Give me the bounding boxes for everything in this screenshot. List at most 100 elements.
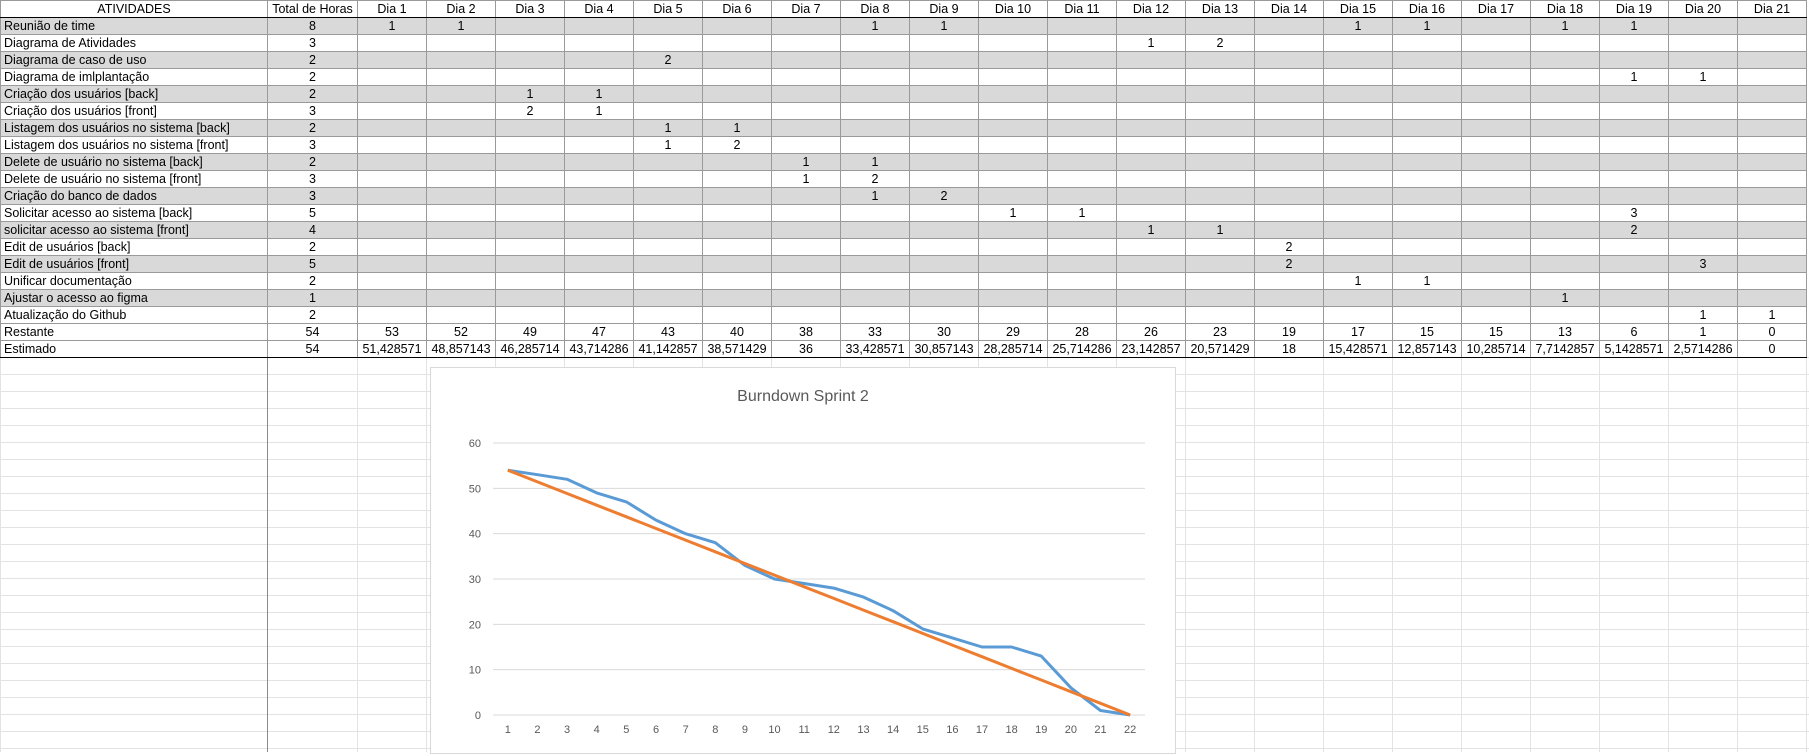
- day-cell[interactable]: [702, 204, 772, 222]
- day-cell[interactable]: 15: [1461, 323, 1531, 341]
- day-cell[interactable]: [1254, 204, 1324, 222]
- day-cell[interactable]: [978, 102, 1048, 120]
- day-cell[interactable]: [1323, 204, 1393, 222]
- day-cell[interactable]: [357, 136, 427, 154]
- day-cell[interactable]: [357, 34, 427, 52]
- activity-name-cell[interactable]: Estimado: [0, 340, 268, 358]
- day-cell[interactable]: [909, 136, 979, 154]
- header-cell[interactable]: Dia 12: [1116, 0, 1186, 18]
- day-cell[interactable]: [633, 170, 703, 188]
- day-cell[interactable]: [1254, 136, 1324, 154]
- day-cell[interactable]: [1392, 34, 1462, 52]
- day-cell[interactable]: [1116, 153, 1186, 171]
- day-cell[interactable]: [357, 221, 427, 239]
- header-cell[interactable]: Dia 8: [840, 0, 910, 18]
- day-cell[interactable]: [1461, 153, 1531, 171]
- activity-name-cell[interactable]: Delete de usuário no sistema [back]: [0, 153, 268, 171]
- day-cell[interactable]: [1116, 255, 1186, 273]
- day-cell[interactable]: 1: [1668, 306, 1738, 324]
- day-cell[interactable]: 1: [1047, 204, 1117, 222]
- day-cell[interactable]: [426, 34, 496, 52]
- day-cell[interactable]: [426, 136, 496, 154]
- total-hours-cell[interactable]: 3: [267, 170, 358, 188]
- day-cell[interactable]: 2,5714286: [1668, 340, 1738, 358]
- header-cell[interactable]: Dia 9: [909, 0, 979, 18]
- activity-name-cell[interactable]: Edit de usuários [front]: [0, 255, 268, 273]
- day-cell[interactable]: [1668, 102, 1738, 120]
- day-cell[interactable]: [1185, 68, 1255, 86]
- day-cell[interactable]: [1392, 85, 1462, 103]
- day-cell[interactable]: [1737, 68, 1807, 86]
- day-cell[interactable]: [633, 204, 703, 222]
- day-cell[interactable]: [1599, 85, 1669, 103]
- day-cell[interactable]: 1: [426, 17, 496, 35]
- activity-name-cell[interactable]: Criação dos usuários [back]: [0, 85, 268, 103]
- day-cell[interactable]: [1047, 221, 1117, 239]
- day-cell[interactable]: 1: [771, 170, 841, 188]
- total-hours-cell[interactable]: 2: [267, 306, 358, 324]
- header-cell[interactable]: Dia 14: [1254, 0, 1324, 18]
- day-cell[interactable]: [1254, 221, 1324, 239]
- day-cell[interactable]: [1461, 187, 1531, 205]
- day-cell[interactable]: [1185, 187, 1255, 205]
- activity-name-cell[interactable]: Atualização do Github: [0, 306, 268, 324]
- day-cell[interactable]: [702, 51, 772, 69]
- day-cell[interactable]: 51,428571: [357, 340, 427, 358]
- header-cell[interactable]: Dia 3: [495, 0, 565, 18]
- day-cell[interactable]: [840, 136, 910, 154]
- total-hours-cell[interactable]: 2: [267, 238, 358, 256]
- day-cell[interactable]: [1323, 119, 1393, 137]
- day-cell[interactable]: [564, 289, 634, 307]
- day-cell[interactable]: [633, 17, 703, 35]
- day-cell[interactable]: [978, 221, 1048, 239]
- day-cell[interactable]: [1047, 306, 1117, 324]
- day-cell[interactable]: [1392, 221, 1462, 239]
- day-cell[interactable]: [564, 119, 634, 137]
- day-cell[interactable]: [1461, 102, 1531, 120]
- header-cell[interactable]: Dia 1: [357, 0, 427, 18]
- day-cell[interactable]: [633, 289, 703, 307]
- day-cell[interactable]: 36: [771, 340, 841, 358]
- day-cell[interactable]: [564, 34, 634, 52]
- day-cell[interactable]: [357, 51, 427, 69]
- day-cell[interactable]: [840, 238, 910, 256]
- day-cell[interactable]: [1047, 289, 1117, 307]
- day-cell[interactable]: [564, 306, 634, 324]
- day-cell[interactable]: 18: [1254, 340, 1324, 358]
- day-cell[interactable]: [702, 306, 772, 324]
- day-cell[interactable]: [1047, 136, 1117, 154]
- day-cell[interactable]: [978, 170, 1048, 188]
- day-cell[interactable]: 7,7142857: [1530, 340, 1600, 358]
- day-cell[interactable]: [495, 221, 565, 239]
- day-cell[interactable]: [426, 68, 496, 86]
- activity-name-cell[interactable]: Diagrama de caso de uso: [0, 51, 268, 69]
- day-cell[interactable]: [909, 204, 979, 222]
- day-cell[interactable]: [1254, 153, 1324, 171]
- day-cell[interactable]: 1: [702, 119, 772, 137]
- day-cell[interactable]: [564, 68, 634, 86]
- day-cell[interactable]: [1116, 17, 1186, 35]
- day-cell[interactable]: [1392, 51, 1462, 69]
- day-cell[interactable]: [1461, 204, 1531, 222]
- day-cell[interactable]: [1392, 136, 1462, 154]
- day-cell[interactable]: 30,857143: [909, 340, 979, 358]
- total-hours-cell[interactable]: 54: [267, 323, 358, 341]
- day-cell[interactable]: [1668, 17, 1738, 35]
- day-cell[interactable]: [426, 85, 496, 103]
- day-cell[interactable]: 2: [1254, 238, 1324, 256]
- day-cell[interactable]: [633, 255, 703, 273]
- day-cell[interactable]: [1047, 68, 1117, 86]
- day-cell[interactable]: [633, 153, 703, 171]
- day-cell[interactable]: [1668, 170, 1738, 188]
- day-cell[interactable]: [1254, 187, 1324, 205]
- day-cell[interactable]: [564, 136, 634, 154]
- day-cell[interactable]: [1185, 238, 1255, 256]
- day-cell[interactable]: [1461, 119, 1531, 137]
- day-cell[interactable]: [1254, 102, 1324, 120]
- day-cell[interactable]: [357, 119, 427, 137]
- day-cell[interactable]: [1599, 187, 1669, 205]
- day-cell[interactable]: [909, 34, 979, 52]
- day-cell[interactable]: [426, 51, 496, 69]
- day-cell[interactable]: 48,857143: [426, 340, 496, 358]
- day-cell[interactable]: [357, 68, 427, 86]
